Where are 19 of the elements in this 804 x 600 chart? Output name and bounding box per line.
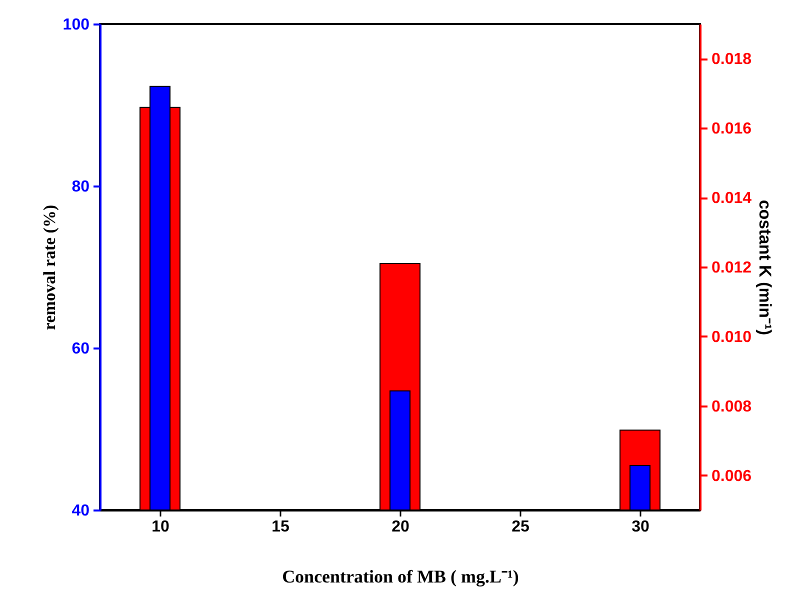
x-tick-label: 15 xyxy=(272,518,290,536)
y2-tick-label: 0.018 xyxy=(712,51,752,68)
y-tick-label: 80 xyxy=(72,178,90,196)
x-tick-label: 25 xyxy=(512,518,530,536)
y2-tick-label: 0.016 xyxy=(712,120,752,138)
x-tick-label: 10 xyxy=(152,518,170,536)
y2-axis-title: costant K (min⁻¹) xyxy=(756,200,775,336)
y-tick-label: 100 xyxy=(62,16,90,34)
x-tick-label: 30 xyxy=(632,518,650,536)
y-tick-label: 40 xyxy=(72,502,90,520)
x-axis-title: Concentration of MB ( mg.L⁻¹) xyxy=(282,566,519,586)
y2-tick-label: 0.012 xyxy=(712,260,752,276)
x-tick-label: 20 xyxy=(392,518,410,536)
y2-tick-label: 0.010 xyxy=(712,328,752,346)
y2-tick-label: 0.008 xyxy=(712,398,752,416)
y-axis-title: removal rate (%) xyxy=(40,204,59,330)
y2-tick-label: 0.006 xyxy=(712,468,752,485)
y-tick-label: 60 xyxy=(72,340,90,358)
y2-tick-label: 0.014 xyxy=(712,190,752,208)
